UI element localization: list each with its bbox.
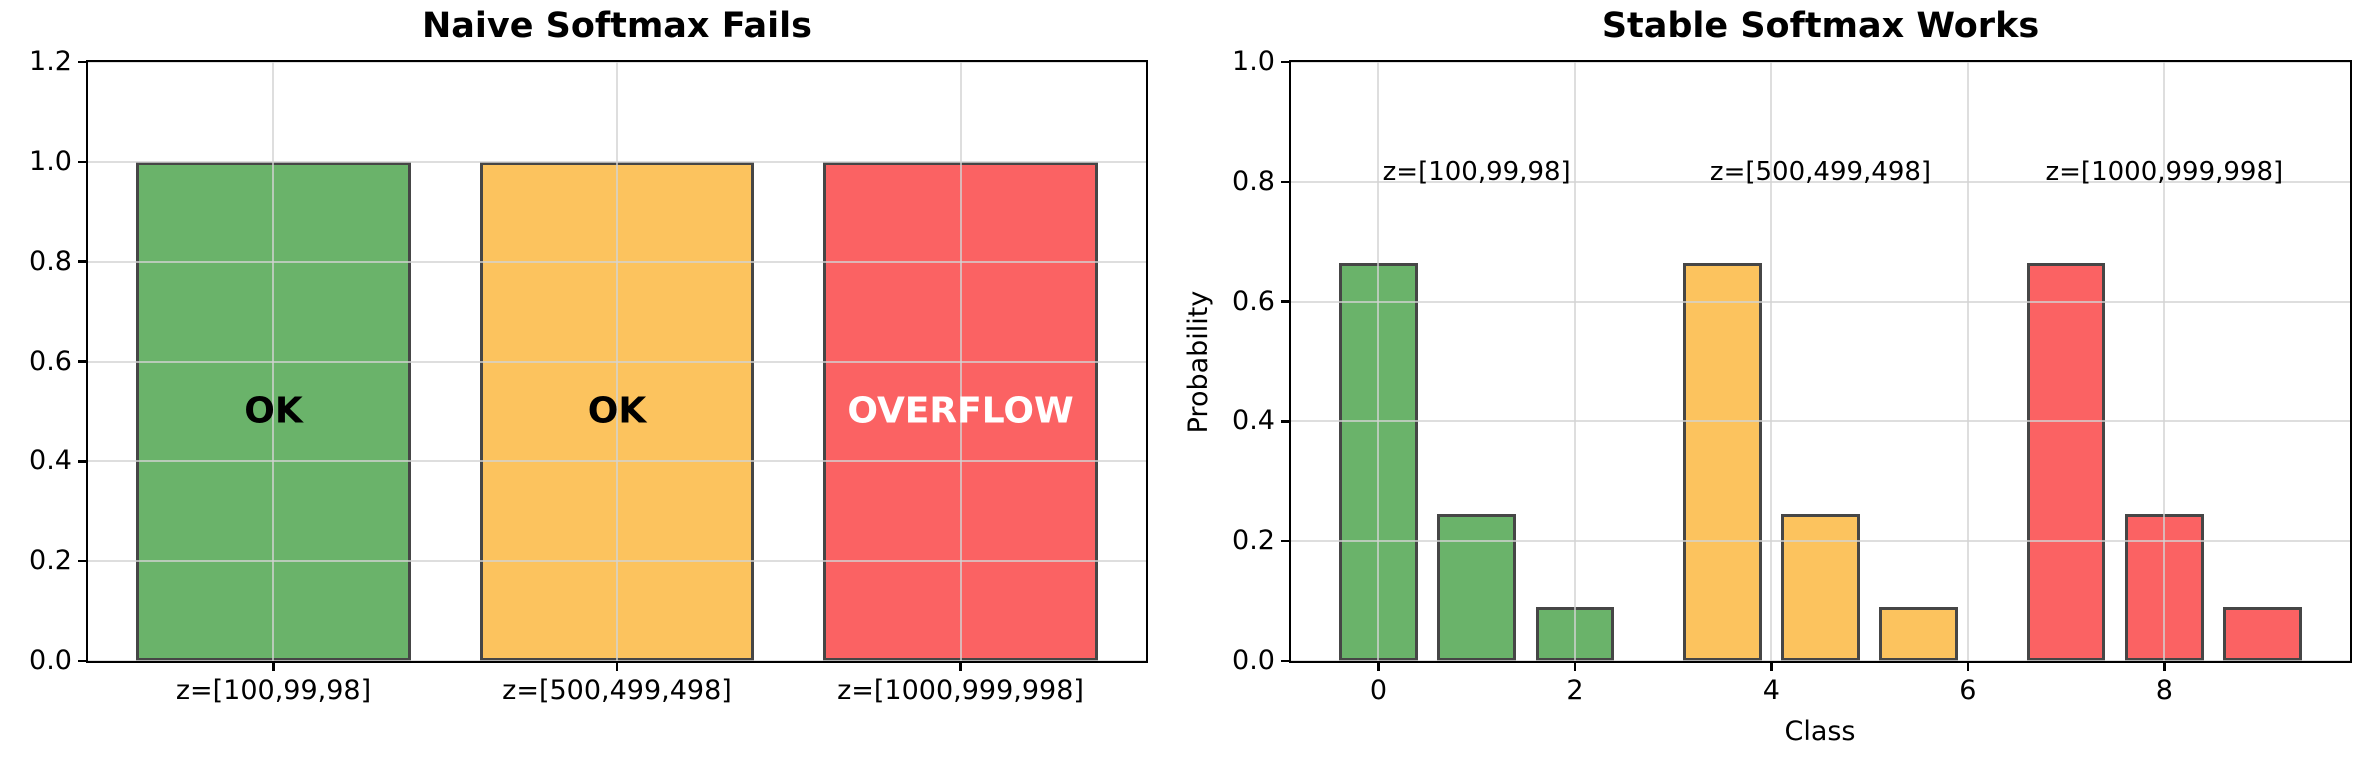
y-tick-mark: [78, 659, 88, 663]
gridline-horizontal: [1291, 61, 2350, 63]
gridline-vertical: [959, 62, 962, 661]
x-tick-label: z=[1000,999,998]: [837, 675, 1084, 706]
x-tick-label: 8: [2155, 675, 2173, 706]
right-chart-xlabel: Class: [1784, 716, 1856, 747]
x-tick-label: z=[100,99,98]: [175, 675, 372, 706]
gridline-vertical: [272, 62, 275, 661]
y-tick-label: 1.0: [1232, 46, 1275, 77]
x-tick-label: z=[500,499,498]: [502, 675, 732, 706]
y-tick-label: 0.0: [29, 645, 72, 676]
y-tick-label: 0.6: [29, 345, 72, 377]
y-tick-mark: [78, 260, 88, 263]
gridline-horizontal: [1291, 540, 2350, 543]
y-tick-mark: [1281, 180, 1291, 184]
x-tick-mark: [1573, 661, 1577, 671]
bar: [2026, 262, 2106, 661]
y-tick-label: 1.2: [29, 46, 72, 77]
bar-label: OK: [244, 390, 303, 432]
y-tick-mark: [1281, 420, 1291, 423]
y-tick-mark: [1281, 659, 1291, 663]
y-tick-mark: [1281, 300, 1291, 303]
right-chart-title: Stable Softmax Works: [1601, 6, 2040, 46]
x-tick-label: 0: [1369, 675, 1388, 706]
x-tick-mark: [1966, 661, 1970, 671]
x-tick-mark: [1770, 661, 1773, 671]
y-tick-mark: [78, 559, 88, 563]
y-tick-mark: [1281, 539, 1291, 543]
x-tick-label: 2: [1566, 675, 1584, 706]
gridline-horizontal: [1291, 660, 2350, 662]
y-tick-mark: [1281, 60, 1291, 64]
bar: [1879, 607, 1959, 661]
y-tick-label: 0.2: [1232, 525, 1275, 557]
left-chart-title: Naive Softmax Fails: [421, 6, 812, 46]
y-tick-label: 0.8: [29, 245, 72, 277]
gridline-horizontal: [1291, 300, 2350, 303]
bar-label: OVERFLOW: [847, 390, 1074, 432]
group-annotation: z=[100,99,98]: [1382, 156, 1571, 187]
y-tick-mark: [78, 360, 88, 363]
bar-label: OK: [587, 390, 647, 432]
gridline-vertical: [1377, 62, 1380, 661]
y-tick-label: 0.4: [29, 445, 72, 477]
y-tick-label: 0.6: [1232, 285, 1275, 317]
x-tick-mark: [2163, 661, 2166, 671]
x-tick-label: 4: [1762, 675, 1780, 706]
y-tick-label: 0.2: [29, 545, 72, 577]
y-tick-mark: [78, 60, 88, 64]
y-tick-label: 1.0: [29, 145, 72, 177]
y-tick-mark: [78, 160, 88, 164]
y-tick-label: 0.0: [1232, 645, 1275, 676]
gridline-horizontal: [1291, 420, 2350, 423]
gridline-vertical: [1966, 62, 1969, 661]
right-chart-ylabel: Probability: [1183, 290, 1214, 434]
gridline-horizontal: [1291, 180, 2350, 183]
y-tick-label: 0.4: [1232, 405, 1275, 437]
bar: [2223, 607, 2302, 661]
x-tick-mark: [272, 661, 275, 671]
gridline-vertical: [1573, 62, 1576, 661]
x-tick-mark: [959, 661, 962, 671]
x-tick-mark: [615, 661, 619, 671]
gridline-vertical: [616, 62, 618, 661]
x-tick-mark: [1377, 661, 1380, 671]
x-tick-label: 6: [1959, 675, 1977, 706]
bar: [1437, 514, 1516, 661]
gridline-vertical: [2163, 62, 2166, 661]
gridline-vertical: [1770, 62, 1773, 661]
y-tick-label: 0.8: [1232, 165, 1275, 197]
bar: [1781, 514, 1860, 661]
bar: [1682, 262, 1762, 661]
group-annotation: z=[1000,999,998]: [2045, 156, 2284, 187]
group-annotation: z=[500,499,498]: [1709, 156, 1932, 187]
y-tick-mark: [78, 460, 88, 463]
